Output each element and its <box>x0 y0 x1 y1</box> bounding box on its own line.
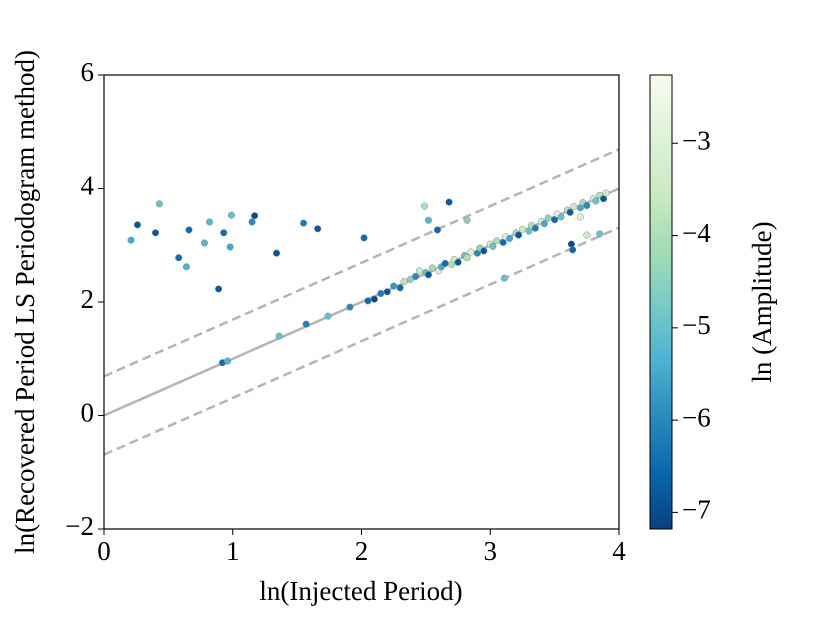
data-point <box>314 225 322 233</box>
data-point <box>275 332 283 340</box>
data-point <box>220 229 228 237</box>
y-tick-label: −2 <box>65 511 94 541</box>
data-point <box>370 295 378 303</box>
data-point <box>272 249 281 257</box>
data-point <box>133 221 142 229</box>
data-point <box>544 214 552 222</box>
data-point <box>489 242 497 250</box>
colorbar-label: ln (Amplitude) <box>747 221 777 382</box>
data-point <box>570 203 578 211</box>
data-point <box>182 263 190 271</box>
x-tick-label: 1 <box>226 536 240 566</box>
data-point <box>480 247 488 255</box>
data-point <box>557 213 565 221</box>
y-tick-label: 0 <box>81 398 95 428</box>
data-point <box>433 226 442 234</box>
data-point <box>248 218 256 226</box>
data-point <box>302 320 310 328</box>
data-point <box>127 236 135 244</box>
data-point <box>463 254 471 262</box>
data-point <box>421 202 429 210</box>
data-point <box>428 264 436 272</box>
data-point <box>506 234 514 242</box>
colorbar-tick-label: −3 <box>682 125 711 155</box>
data-point <box>583 201 591 210</box>
data-point <box>566 208 574 216</box>
data-point <box>515 231 523 239</box>
data-point <box>424 271 433 279</box>
data-point <box>151 229 160 237</box>
data-point <box>377 289 385 298</box>
y-tick-label: 4 <box>81 171 95 201</box>
data-point <box>454 258 462 266</box>
data-point <box>300 219 308 227</box>
data-point <box>540 220 548 228</box>
plot-frame <box>103 74 620 530</box>
x-axis-label: ln(Injected Period) <box>259 576 462 606</box>
data-point <box>583 231 591 239</box>
data-point <box>463 216 471 224</box>
data-point <box>500 274 508 282</box>
data-point <box>576 213 584 221</box>
data-point <box>441 259 449 267</box>
colorbar <box>649 74 673 530</box>
data-point <box>396 284 404 292</box>
colorbar-tick-label: −6 <box>682 402 711 432</box>
data-point <box>390 282 398 290</box>
y-tick-label: 2 <box>81 284 95 314</box>
data-point <box>569 246 577 254</box>
data-point <box>324 312 332 320</box>
data-point <box>493 237 501 245</box>
reference-line <box>103 226 620 456</box>
data-point <box>346 303 354 311</box>
data-point <box>412 272 420 281</box>
data-point <box>155 200 163 208</box>
colorbar-tick-label: −5 <box>682 310 711 340</box>
data-point <box>596 230 604 238</box>
data-point <box>215 285 223 293</box>
x-tick-label: 0 <box>97 536 111 566</box>
y-axis-label: ln(Recovered Period LS Periodogram metho… <box>10 50 40 554</box>
data-point <box>424 216 433 224</box>
data-point <box>251 212 259 220</box>
data-point <box>364 297 372 305</box>
data-point <box>360 234 368 242</box>
data-point <box>592 197 600 205</box>
data-point <box>531 224 539 232</box>
data-point <box>445 198 453 206</box>
data-point <box>185 226 193 234</box>
reference-line <box>103 148 620 378</box>
data-point <box>383 288 391 296</box>
data-point <box>467 248 475 256</box>
colorbar-tick-label: −7 <box>682 495 711 525</box>
data-point <box>206 218 214 226</box>
data-point <box>415 267 423 275</box>
y-tick-label: 6 <box>81 57 95 87</box>
data-point <box>602 189 610 197</box>
data-point <box>200 239 208 247</box>
colorbar-tick-label: −4 <box>682 218 711 248</box>
data-point <box>175 254 183 262</box>
data-point <box>224 357 232 365</box>
data-point <box>226 243 234 251</box>
x-tick-label: 3 <box>484 536 498 566</box>
data-point <box>400 278 408 286</box>
x-tick-label: 2 <box>355 536 369 566</box>
data-point <box>518 225 526 233</box>
data-point <box>227 211 236 219</box>
x-tick-label: 4 <box>612 536 626 566</box>
